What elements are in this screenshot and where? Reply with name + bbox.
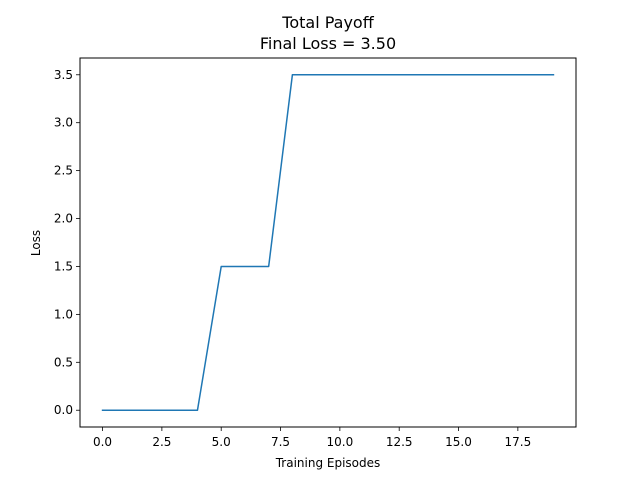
- x-tick-label: 15.0: [445, 435, 472, 449]
- x-tick-label: 5.0: [212, 435, 231, 449]
- y-tick-label: 1.5: [54, 259, 73, 273]
- x-axis-label: Training Episodes: [275, 456, 381, 470]
- chart-subtitle: Final Loss = 3.50: [260, 34, 396, 53]
- x-axis: 0.0 2.5 5.0 7.5 10.0 12.5 15.0 17.5: [93, 427, 531, 449]
- y-tick-label: 0.0: [54, 403, 73, 417]
- x-tick-label: 2.5: [152, 435, 171, 449]
- y-axis-label: Loss: [29, 230, 43, 256]
- y-tick-label: 0.5: [54, 355, 73, 369]
- y-tick-label: 2.0: [54, 212, 73, 226]
- plot-area: [101, 74, 555, 411]
- y-tick-label: 3.0: [54, 116, 73, 130]
- x-tick-label: 12.5: [386, 435, 413, 449]
- chart-title: Total Payoff: [281, 13, 374, 32]
- y-tick-label: 3.5: [54, 68, 73, 82]
- x-tick-label: 7.5: [271, 435, 290, 449]
- x-tick-label: 0.0: [93, 435, 112, 449]
- y-tick-label: 2.5: [54, 164, 73, 178]
- y-tick-label: 1.0: [54, 307, 73, 321]
- x-tick-label: 17.5: [504, 435, 531, 449]
- series-line-0: [101, 74, 555, 411]
- y-axis: 0.0 0.5 1.0 1.5 2.0 2.5 3.0 3.5: [54, 68, 80, 417]
- x-tick-label: 10.0: [327, 435, 354, 449]
- axes-frame: [79, 57, 577, 428]
